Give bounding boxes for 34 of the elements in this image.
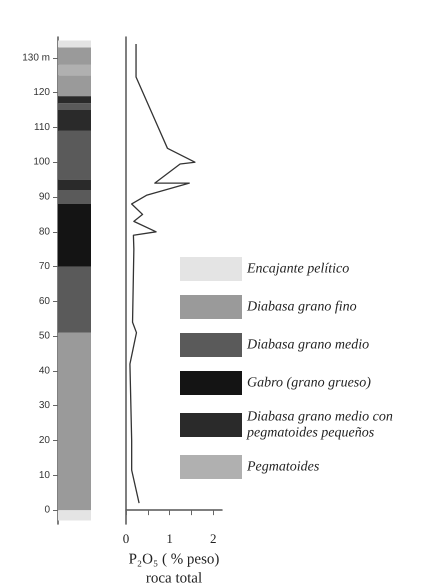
bar	[58, 110, 91, 131]
bar	[58, 96, 91, 104]
y-tick-label: 80	[38, 226, 50, 238]
y-tick-label: 30	[38, 400, 50, 412]
y-tick-label: 20	[38, 435, 50, 446]
bar	[58, 75, 91, 96]
bar	[58, 510, 91, 521]
legend-label: Gabro (grano grueso)	[247, 376, 372, 390]
legend-label: Encajante pelítico	[246, 262, 350, 276]
legend-label: Diabasa grano medio con pegmatoides pequeños	[246, 410, 396, 440]
legend-label: Pegmatoides	[246, 460, 320, 474]
y-tick-label: 130 m	[22, 52, 50, 64]
y-tick-label: 90	[38, 192, 50, 203]
y-tick-label: 100	[33, 156, 50, 168]
bar	[58, 180, 91, 190]
y-tick-label: 40	[38, 365, 50, 376]
bar	[58, 47, 91, 65]
y-tick-label: 60	[38, 296, 50, 307]
legend-label: Diabasa grano fino	[246, 300, 357, 314]
y-tick-label: 0	[44, 504, 50, 516]
x-tick-label: 2	[210, 531, 217, 546]
y-tick-label: 110	[34, 122, 50, 133]
bar	[58, 332, 91, 510]
y-tick-label: 70	[38, 261, 50, 272]
x-axis-title: P₂O₅ ( % peso) roca total	[128, 551, 220, 585]
bar	[58, 64, 91, 76]
y-tick-label: 120	[33, 87, 50, 98]
bar	[58, 204, 91, 267]
x-tick-label: 0	[122, 531, 130, 546]
y-tick-label: 50	[38, 330, 50, 342]
x-tick-label: 1	[166, 531, 173, 546]
y-tick-label: 10	[38, 470, 50, 481]
legend-label: Diabasa grano medio	[246, 338, 370, 352]
bar	[58, 40, 91, 48]
